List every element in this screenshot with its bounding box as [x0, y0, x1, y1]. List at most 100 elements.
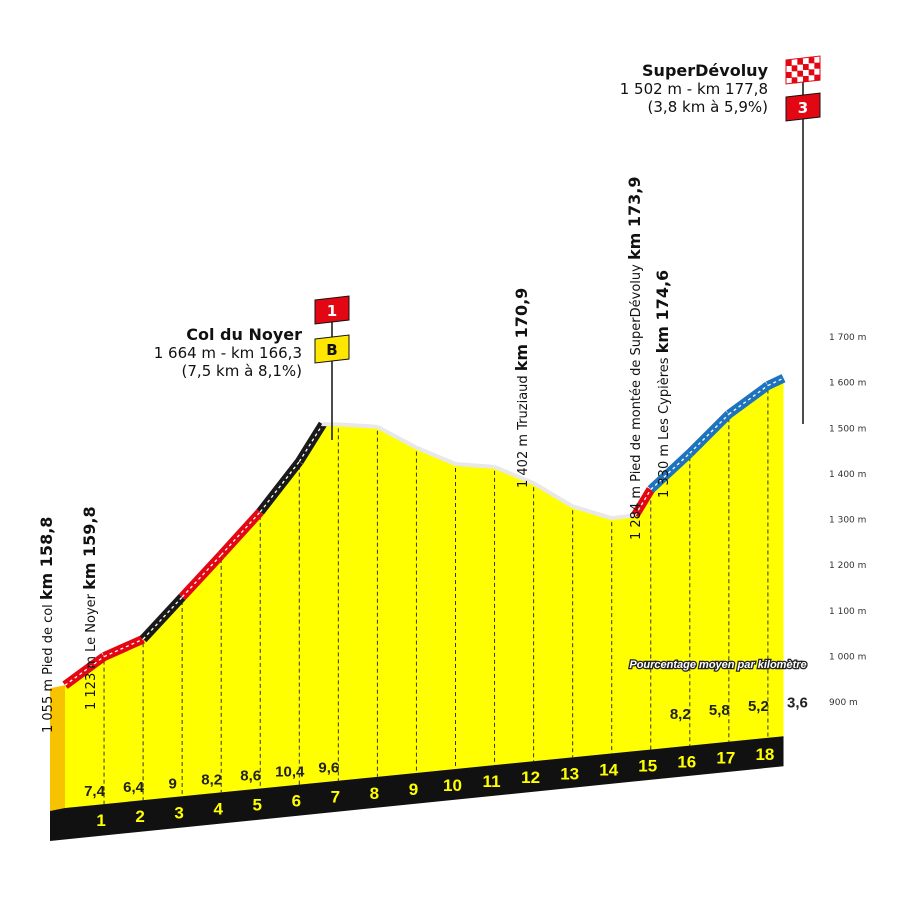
grade-value: 8,2: [670, 706, 691, 723]
grade-segment-dash: [103, 638, 144, 658]
grade-segment-dash: [220, 511, 261, 556]
waypoint-labels: 1 055 m Pied de col km 158,8 1 123 m Le N…: [37, 177, 672, 733]
waypoint-name: 1 402 m Truziaud: [516, 371, 531, 488]
grade-value: 8,6: [240, 767, 261, 784]
grade-caption: Pourcentage moyen par kilomètre: [629, 659, 806, 671]
grade-segment: [532, 481, 574, 509]
grade-value: 10,4: [275, 764, 305, 781]
waypoint-label: 1 055 m Pied de col km 158,8: [37, 517, 56, 733]
grade-segment: [178, 551, 225, 601]
grade-segment-dash: [259, 461, 300, 513]
grade-segment: [415, 445, 457, 466]
grade-segment: [455, 462, 495, 469]
waypoint-km: km 174,6: [653, 270, 672, 354]
km-label: 15: [638, 757, 657, 776]
grade-value: 8,2: [201, 771, 222, 788]
waypoint-km: km 159,8: [80, 506, 99, 590]
bonus-badge-text: B: [326, 341, 337, 359]
y-tick-label: 1 300 m: [829, 516, 866, 526]
km-label: 17: [716, 749, 735, 768]
grade-value: 9,6: [318, 760, 339, 777]
grade-segment: [493, 465, 535, 486]
grade-value: 6,4: [123, 779, 145, 796]
summit-detail: (7,5 km à 8,1%): [182, 362, 302, 380]
y-tick-label: 1 500 m: [829, 424, 866, 434]
km-label: 14: [599, 760, 618, 779]
waypoint-km: km 173,9: [625, 177, 644, 261]
grade-value: 5,2: [748, 698, 769, 715]
grade-segment-dash: [64, 656, 105, 686]
grade-segment-dash: [298, 423, 324, 462]
profile-side: [50, 685, 65, 811]
y-tick-label: 1 200 m: [829, 561, 866, 571]
grade-segment: [686, 411, 733, 457]
km-label: 16: [677, 753, 696, 772]
km-label: 4: [213, 799, 223, 818]
grade-value: 3,6: [787, 694, 808, 711]
km-label: 5: [253, 796, 262, 815]
category-badge-text: 1: [327, 302, 337, 320]
waypoint-name: 1 330 m Les Cypières: [657, 353, 672, 498]
waypoint-name: 1 055 m Pied de col: [41, 600, 56, 733]
waypoint-label: 1 330 m Les Cypières km 174,6: [653, 270, 672, 498]
grade-segment-dash: [728, 385, 769, 415]
grade-segment: [338, 422, 378, 429]
km-label: 11: [483, 772, 501, 791]
km-label: 1: [96, 811, 105, 830]
summit-detail: 1 664 m - km 166,3: [154, 344, 302, 362]
waypoint-label: 1 123 m Le Noyer km 159,8: [80, 506, 99, 710]
y-tick-label: 1 400 m: [829, 470, 866, 480]
y-tick-label: 1 000 m: [829, 652, 866, 662]
grade-value: 5,8: [709, 702, 730, 719]
km-label: 9: [409, 780, 418, 799]
category-badge: [785, 92, 821, 122]
grade-value: 7,4: [84, 783, 106, 800]
km-label: 3: [174, 803, 183, 822]
y-tick-label: 900 m: [829, 698, 858, 708]
y-tick-label: 1 700 m: [829, 333, 866, 343]
bonus-badge: [314, 334, 350, 364]
waypoint-label: 1 284 m Pied de montée de SuperDévoluy k…: [625, 177, 644, 540]
km-label: 12: [521, 768, 540, 787]
base-band-shape: [50, 736, 784, 841]
km-label: 6: [292, 792, 301, 811]
y-axis: 900 m 1 000 m 1 100 m 1 200 m 1 300 m 1 400 m…: [829, 333, 866, 708]
finish-flag-check: [808, 57, 815, 64]
summit-name: Col du Noyer: [186, 325, 302, 344]
waypoint-km: km 170,9: [512, 288, 531, 372]
waypoint-name: 1 123 m Le Noyer: [84, 590, 99, 710]
finish-flag-check: [797, 58, 803, 65]
summit-detail: (3,8 km à 5,9%): [648, 98, 768, 116]
y-tick-label: 1 600 m: [829, 379, 866, 389]
waypoint-label: 1 402 m Truziaud km 170,9: [512, 288, 531, 488]
summit-detail: 1 502 m - km 177,8: [620, 80, 768, 98]
grade-labels: 7,4 6,4 9 8,2 8,6 10,4 9,6 8,2 5,8 5,2 3,6: [84, 694, 808, 800]
finish-flag-check: [797, 70, 803, 77]
grade-segment: [376, 425, 418, 450]
grade-segment-dash: [767, 377, 784, 387]
finish-flag-check: [803, 64, 809, 70]
y-tick-label: 1 100 m: [829, 607, 866, 617]
finish-flag-check: [791, 65, 798, 72]
grade-segment-dash: [634, 489, 652, 516]
waypoint-km: km 158,8: [37, 517, 56, 601]
waypoint-name: 1 284 m Pied de montée de SuperDévoluy: [629, 260, 644, 540]
grade-segment: [611, 513, 636, 521]
finish-flag-check: [786, 60, 792, 66]
finish-flag-check: [808, 69, 815, 76]
grade-segment: [139, 593, 186, 643]
grade-segment: [572, 504, 613, 521]
km-label: 18: [755, 745, 774, 764]
km-label: 13: [560, 764, 579, 783]
grade-value: 9: [168, 775, 176, 792]
grade-segment-dash: [650, 452, 691, 490]
km-label: 2: [135, 807, 144, 826]
km-dashes: [103, 389, 769, 805]
profile-area: [50, 378, 784, 811]
km-label: 8: [370, 784, 379, 803]
